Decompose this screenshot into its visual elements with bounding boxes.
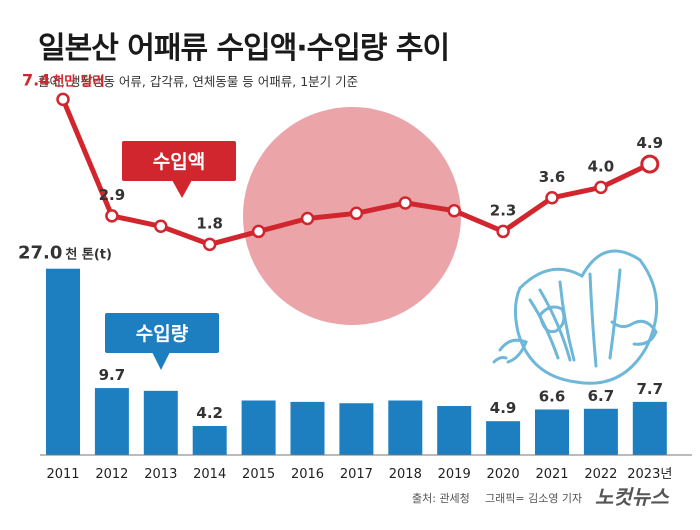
x-tick-label: 2020: [487, 467, 520, 482]
x-tick-label: 2015: [242, 467, 275, 482]
credit-text: 그래픽= 김소영 기자: [485, 492, 582, 505]
bar-data-label: 6.7: [588, 387, 615, 405]
bar: [437, 406, 472, 455]
line-data-label: 2.9: [99, 186, 126, 204]
x-axis: 2011 2012 2013 2014 2015 2016 2017 2018 2019 2020…: [46, 467, 672, 482]
x-tick-label: 2021: [535, 467, 568, 482]
line-point: [202, 237, 217, 252]
chart-subtitle: 활어, 냉장냉동 어류, 갑각류, 연체동물 등 어패류, 1분기 기준: [38, 74, 358, 89]
line-point: [594, 180, 608, 195]
brand-logo: 노컷뉴스: [595, 485, 670, 509]
line-point: [447, 203, 461, 218]
x-tick-label: 2017: [340, 467, 373, 482]
bar-series: 27.0 천 톤(t) 9.7 4.2 4.9 6.6 6.7 7.7: [18, 243, 667, 455]
bar-data-label: 27.0 천 톤(t): [18, 243, 112, 264]
chart-title: 일본산 어패류 수입액·수입량 추이: [38, 31, 449, 66]
bar-data-label: 7.7: [637, 380, 664, 398]
line-data-label: 2.3: [490, 201, 517, 219]
x-tick-label: 2022: [584, 467, 617, 482]
x-tick-label: 2011: [46, 467, 79, 482]
line-point: [154, 219, 168, 233]
x-tick-label: 2013: [144, 467, 177, 482]
line-data-label: 3.6: [539, 168, 566, 186]
legend-tag-import-value-label: 수입액: [153, 151, 205, 173]
bar-data-label: 4.2: [196, 404, 223, 422]
bar-data-label-value: 27.0: [18, 243, 62, 264]
line-data-label: 7.4 천만 달러: [22, 70, 105, 89]
x-tick-label: 2018: [389, 467, 422, 482]
legend-tag-import-volume-label: 수입량: [136, 323, 189, 345]
line-point: [640, 154, 660, 174]
x-tick-label: 2012: [95, 467, 128, 482]
bar: [632, 401, 667, 455]
line-point: [300, 211, 315, 226]
line-point: [398, 196, 413, 210]
line-data-label: 4.9: [637, 134, 664, 152]
line-data-label-value: 7.4: [22, 70, 50, 89]
bar-data-label: 6.6: [539, 387, 566, 405]
line-point: [496, 224, 510, 239]
line-point: [349, 206, 364, 221]
line-point: [56, 92, 70, 107]
line-data-label-unit: 천만 달러: [52, 73, 104, 89]
bar: [290, 401, 325, 455]
bar: [143, 390, 178, 455]
bar: [486, 421, 521, 455]
bar: [46, 268, 80, 455]
legend-tag-import-volume: 수입량: [105, 313, 219, 370]
bar: [339, 403, 374, 455]
line-point: [105, 209, 119, 223]
line-point: [251, 224, 266, 239]
bar: [241, 400, 276, 455]
shellfish-illustration: [492, 249, 659, 385]
bar: [192, 426, 227, 455]
bar: [583, 408, 618, 455]
line-data-label: 1.8: [196, 214, 223, 232]
bar: [535, 409, 569, 455]
bar-data-label-unit: 천 톤(t): [65, 248, 112, 263]
x-tick-label: 2016: [291, 467, 324, 482]
bar: [388, 400, 423, 455]
x-tick-label: 2023년: [627, 467, 672, 482]
bar-data-label: 4.9: [490, 399, 517, 417]
x-tick-label: 2019: [438, 467, 471, 482]
line-data-label: 4.0: [588, 157, 615, 175]
x-tick-label: 2014: [193, 467, 226, 482]
line-point: [545, 191, 559, 205]
legend-tag-import-value: 수입액: [122, 141, 236, 198]
source-text: 출처: 관세청: [412, 492, 470, 505]
line-series: 7.4 천만 달러 2.9 1.8 2.3 3.6 4.0 4.9: [22, 70, 664, 252]
bar: [94, 388, 129, 455]
bar-data-label: 9.7: [99, 366, 126, 384]
